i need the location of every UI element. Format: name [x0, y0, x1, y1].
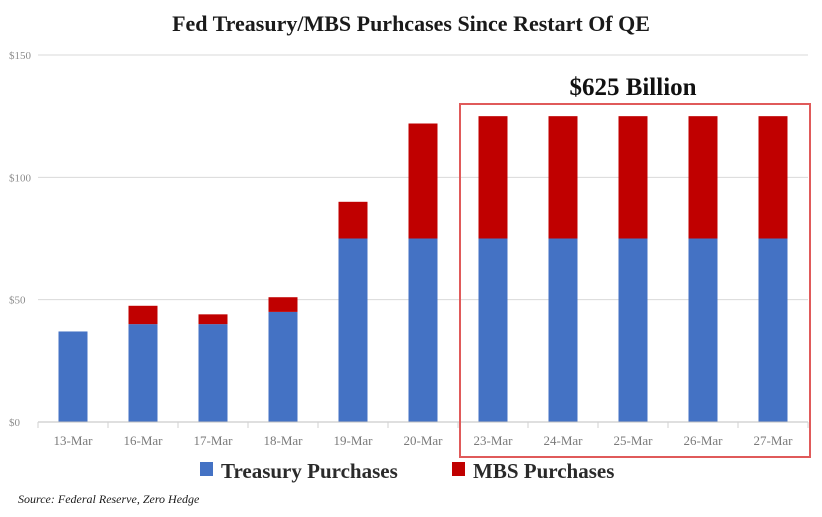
bars — [58, 116, 788, 422]
x-tick-label: 19-Mar — [334, 433, 374, 448]
legend-label-mbs: MBS Purchases — [473, 459, 614, 483]
bar-mbs — [338, 201, 368, 239]
x-tick-label: 24-Mar — [544, 433, 584, 448]
x-tick-label: 23-Mar — [474, 433, 514, 448]
bar-treasury — [338, 238, 368, 422]
y-tick-label: $100 — [9, 172, 32, 184]
x-tick-label: 27-Mar — [754, 433, 794, 448]
bar-treasury — [758, 238, 788, 422]
x-tick-label: 25-Mar — [614, 433, 654, 448]
x-tick-label: 16-Mar — [124, 433, 164, 448]
y-tick-label: $50 — [9, 295, 26, 307]
bar-treasury — [198, 324, 228, 422]
x-tick-label: 20-Mar — [404, 433, 444, 448]
bar-mbs — [688, 116, 718, 239]
total-annotation: $625 Billion — [569, 74, 696, 101]
bar-treasury — [268, 311, 298, 422]
x-tick-label: 13-Mar — [54, 433, 94, 448]
x-tick-label: 18-Mar — [264, 433, 304, 448]
highlight-box — [459, 103, 811, 458]
bar-treasury — [478, 238, 508, 422]
y-axis: $0 $50 $100 $150 — [9, 50, 32, 429]
bar-treasury — [688, 238, 718, 422]
bar-mbs — [618, 116, 648, 239]
chart-title: Fed Treasury/MBS Purhcases Since Restart… — [172, 11, 650, 36]
source-note: Source: Federal Reserve, Zero Hedge — [18, 492, 200, 506]
bar-mbs — [198, 314, 228, 325]
bar-mbs — [128, 305, 158, 325]
legend-label-treasury: Treasury Purchases — [221, 459, 398, 483]
bar-treasury — [548, 238, 578, 422]
legend-swatch-mbs — [452, 462, 465, 476]
x-axis: 13-Mar 16-Mar 17-Mar 18-Mar 19-Mar 20-Mar 23-M… — [37, 421, 809, 448]
legend-swatch-treasury — [200, 462, 213, 476]
bar-treasury — [128, 324, 158, 422]
bar-mbs — [758, 116, 788, 239]
bar-treasury — [58, 331, 88, 422]
bar-treasury — [618, 238, 648, 422]
bar-mbs — [478, 116, 508, 239]
y-tick-label: $150 — [9, 50, 32, 62]
x-tick-label: 26-Mar — [684, 433, 724, 448]
bar-treasury — [408, 238, 438, 422]
y-tick-label: $0 — [9, 417, 21, 429]
bar-mbs — [268, 297, 298, 312]
bar-mbs — [408, 123, 438, 239]
bar-mbs — [548, 116, 578, 239]
legend: Treasury Purchases MBS Purchases — [200, 459, 614, 483]
x-tick-label: 17-Mar — [194, 433, 234, 448]
